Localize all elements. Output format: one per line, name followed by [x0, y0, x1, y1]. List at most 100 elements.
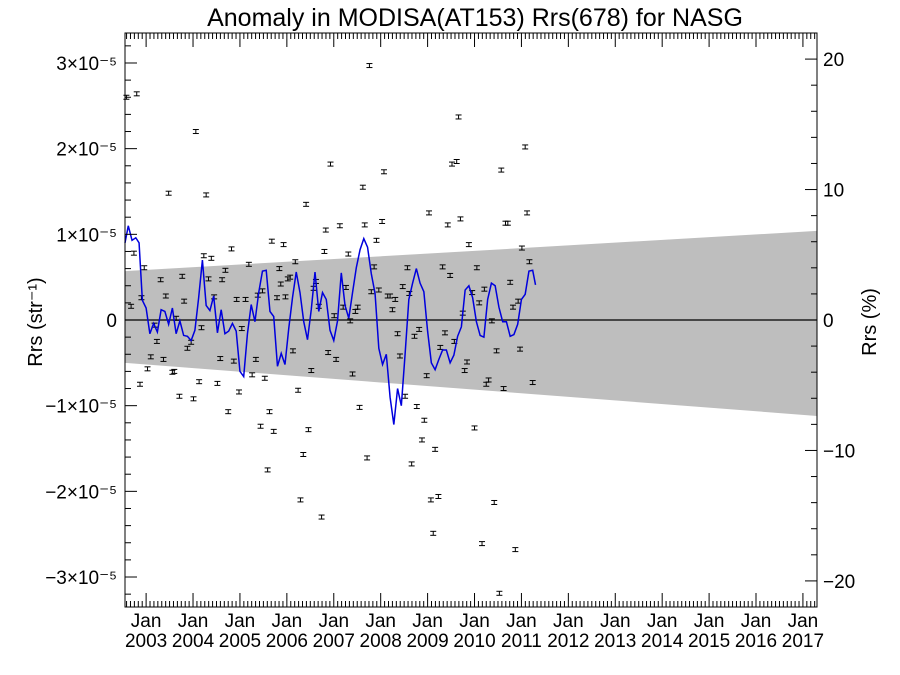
data-point: [295, 387, 302, 393]
left-tick-label: 1×10⁻⁵: [56, 225, 117, 246]
data-point: [402, 393, 409, 399]
data-point: [208, 255, 215, 261]
right-tick-label: 20: [823, 50, 844, 71]
data-point: [413, 404, 420, 410]
data-point: [200, 253, 207, 259]
data-point: [165, 190, 172, 196]
left-tick-label: −1×10⁻⁵: [45, 397, 117, 418]
x-tick-year-label: 2011: [501, 631, 542, 652]
data-point: [181, 298, 188, 304]
data-point: [347, 318, 354, 324]
x-tick-year-label: 2010: [453, 631, 495, 652]
data-points: [123, 63, 536, 596]
x-tick-year-label: 2006: [266, 631, 308, 652]
x-tick-year-label: 2004: [172, 631, 215, 652]
data-point: [222, 267, 229, 273]
data-point: [529, 380, 536, 386]
data-point: [192, 129, 199, 135]
left-axis: 3×10⁻⁵ 2×10⁻⁵ 1×10⁻⁵ 0 −1×10⁻⁵ −2×10⁻⁵ −3×10⁻⁵: [45, 45, 137, 595]
data-point: [485, 377, 492, 383]
uncertainty-band: [125, 230, 817, 416]
right-axis: 20 10 0 −10 −20: [805, 32, 855, 608]
data-point: [389, 307, 396, 313]
left-tick-label: 2×10⁻⁵: [56, 140, 117, 161]
x-tick-month-label: Jan: [694, 611, 725, 632]
plot-area: [123, 32, 818, 608]
data-point: [236, 389, 243, 395]
data-point: [141, 265, 148, 271]
data-point: [128, 303, 135, 309]
data-point: [493, 348, 500, 354]
data-point: [418, 437, 425, 443]
data-point: [203, 192, 210, 198]
data-point: [517, 346, 524, 352]
data-point: [322, 227, 329, 233]
data-point: [217, 356, 224, 362]
data-point: [225, 409, 232, 415]
data-point: [349, 371, 356, 377]
data-point: [439, 264, 446, 270]
data-point: [137, 381, 144, 387]
data-point: [321, 248, 328, 254]
data-point: [392, 296, 399, 302]
data-point: [233, 296, 240, 302]
data-point: [430, 530, 437, 536]
data-point: [522, 144, 529, 150]
x-tick-year-label: 2017: [782, 631, 824, 652]
data-point: [380, 169, 387, 175]
data-point: [153, 338, 160, 344]
right-tick-label: 10: [823, 181, 844, 202]
data-point: [196, 379, 203, 385]
data-point: [249, 372, 256, 378]
data-point: [498, 167, 505, 173]
data-point: [504, 220, 511, 226]
data-point: [488, 318, 495, 324]
data-point: [345, 251, 352, 257]
x-tick-year-label: 2003: [125, 631, 167, 652]
data-point: [356, 404, 363, 410]
data-point: [130, 250, 137, 256]
smoothed-series-line: [124, 225, 537, 425]
data-point: [364, 455, 371, 461]
data-point: [162, 293, 169, 299]
x-tick-year-label: 2014: [641, 631, 684, 652]
data-point: [292, 259, 299, 265]
data-point: [507, 279, 514, 285]
left-tick-label: −3×10⁻⁵: [45, 568, 117, 589]
left-axis-label: Rrs (str⁻¹): [25, 277, 47, 366]
data-point: [336, 223, 343, 229]
data-point: [496, 590, 503, 596]
data-point: [399, 284, 406, 290]
right-axis-label: Rrs (%): [859, 288, 881, 356]
data-point: [238, 326, 245, 332]
x-tick-month-label: Jan: [788, 611, 819, 632]
data-point: [427, 497, 434, 503]
data-point: [423, 373, 430, 379]
right-tick-label: 0: [823, 311, 834, 332]
data-point: [464, 359, 471, 365]
data-point: [368, 289, 375, 295]
data-point: [230, 358, 237, 364]
x-tick-month-label: Jan: [647, 611, 678, 632]
x-tick-year-label: 2008: [360, 631, 402, 652]
data-point: [242, 296, 249, 302]
data-point: [276, 266, 283, 272]
data-point: [373, 237, 380, 243]
data-point: [441, 330, 448, 336]
data-point: [447, 272, 454, 278]
data-point: [266, 409, 273, 415]
data-point: [133, 91, 140, 97]
data-point: [147, 354, 154, 360]
data-point: [453, 159, 460, 165]
data-point: [184, 345, 191, 351]
x-tick-month-label: Jan: [131, 611, 162, 632]
x-tick-month-label: Jan: [412, 611, 443, 632]
data-point: [524, 210, 531, 216]
data-point: [179, 273, 186, 279]
data-point: [465, 242, 472, 248]
data-point: [214, 380, 221, 386]
data-point: [289, 348, 296, 354]
x-tick-month-label: Jan: [741, 611, 772, 632]
data-point: [264, 467, 271, 473]
